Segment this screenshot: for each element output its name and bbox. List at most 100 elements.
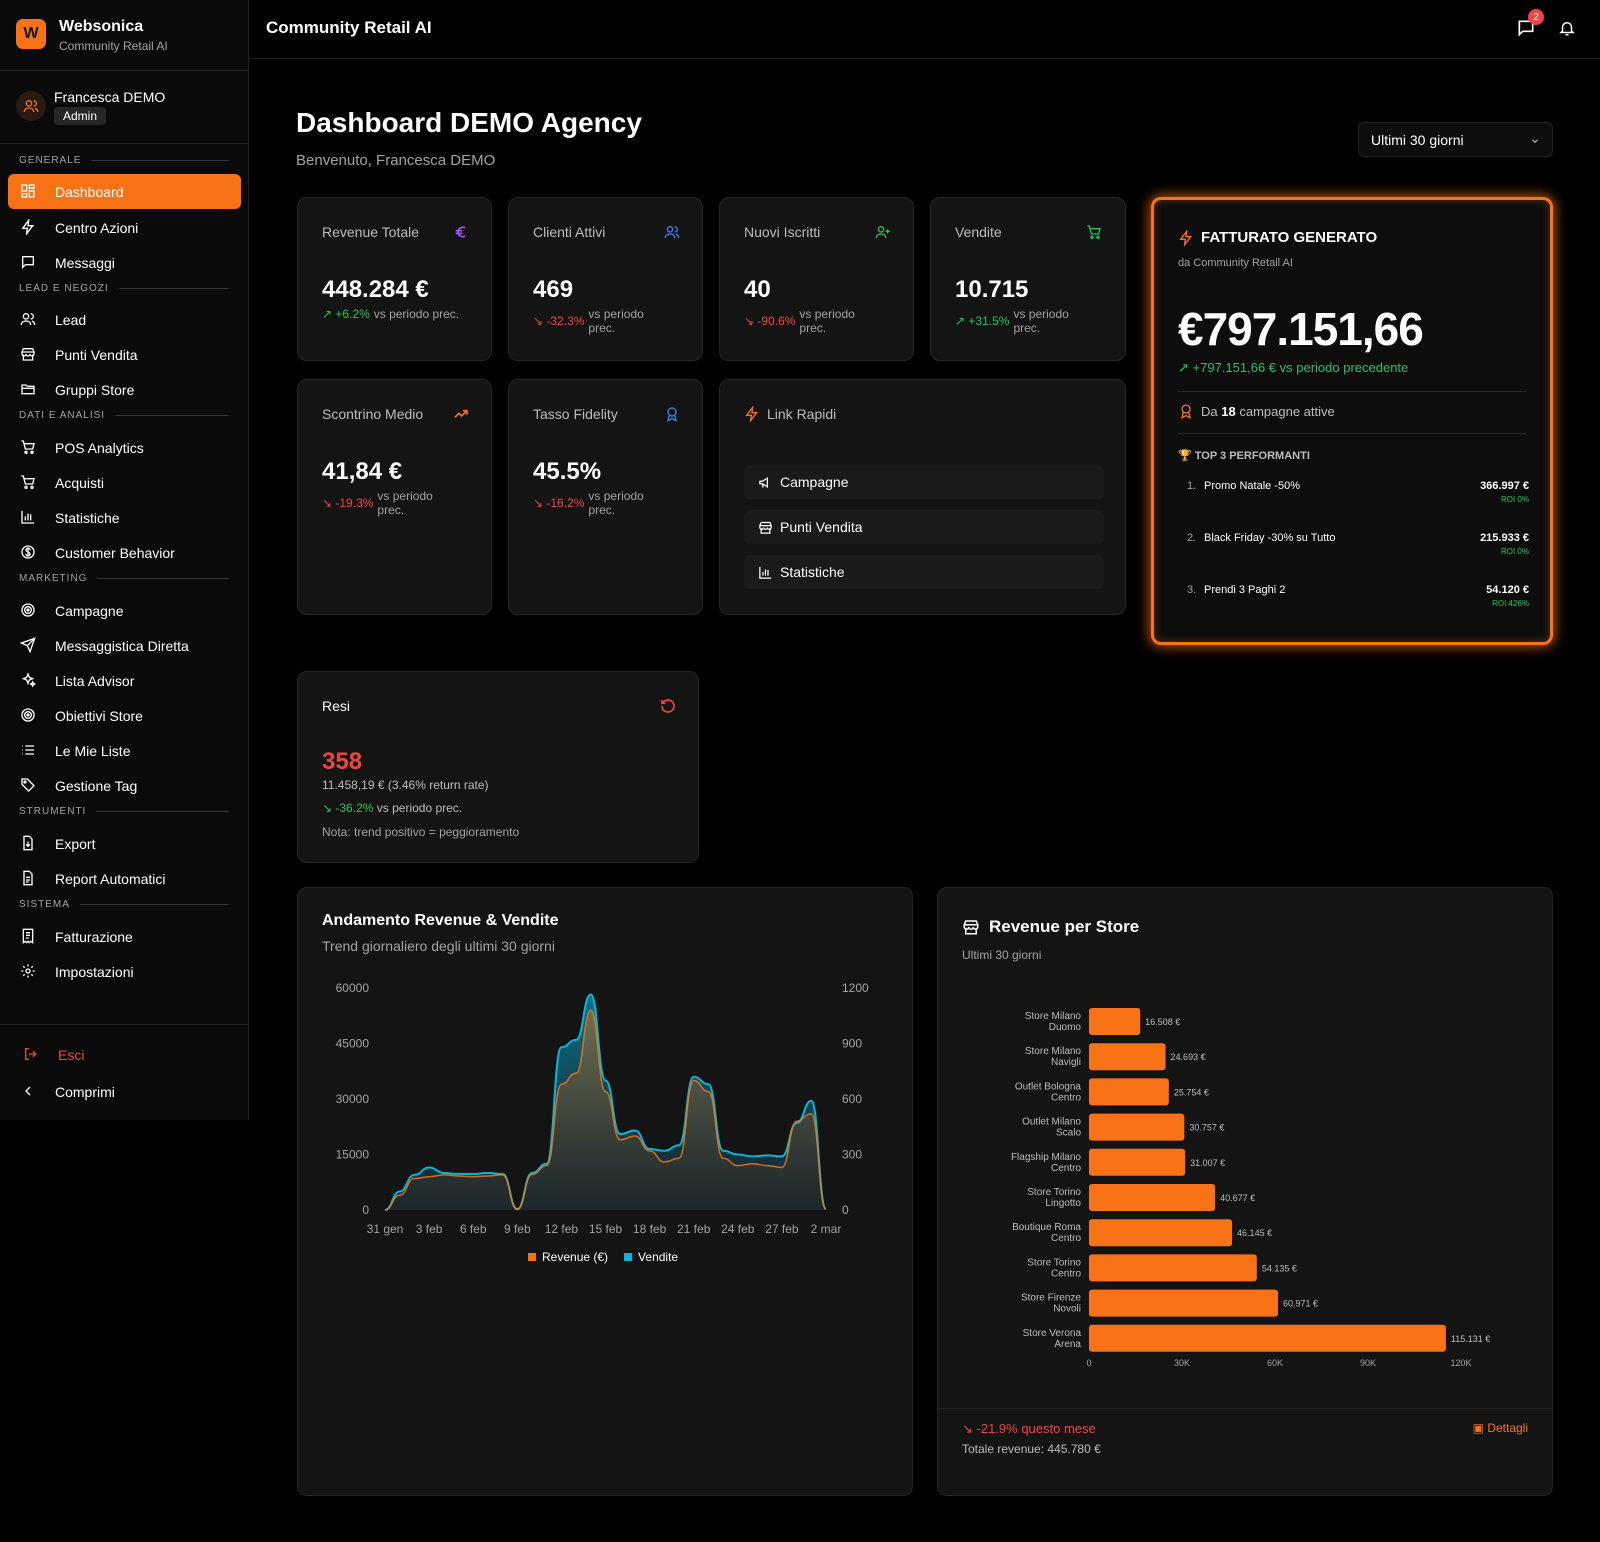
kpi-card-clienti[interactable]: Clienti Attivi 469 ↘ -32.3% vs periodo p… [508,197,703,361]
sidebar-item-label: Lista Advisor [55,672,135,689]
sidebar-item-label: Obiettivi Store [55,707,143,724]
resi-card[interactable]: Resi 358 11.458,19 € (3.46% return rate)… [297,671,699,863]
store-bar[interactable] [1089,1008,1141,1035]
store-category-label: Centro [1051,1163,1081,1174]
store-bar-value-label: 60.971 € [1283,1299,1318,1309]
top-performer-row[interactable]: 1. Promo Natale -50% 366.997 € ROI 0% [1187,480,1529,504]
kpi-card-fidelity[interactable]: Tasso Fidelity 45.5% ↘ -16.2% vs periodo… [508,379,703,615]
sidebar-item-customer-behavior[interactable]: Customer Behavior [8,535,241,570]
store-category-label: Flagship Milano [1011,1152,1081,1163]
collapse-button[interactable]: Comprimi [8,1074,241,1109]
kpi-delta-label: vs periodo prec. [588,307,644,335]
kpi-delta-value: ↗ +6.2% [322,307,370,321]
sidebar-item-obiettivi-store[interactable]: Obiettivi Store [8,698,241,733]
sidebar-item-le-mie-liste[interactable]: Le Mie Liste [8,733,241,768]
store-bar[interactable] [1089,1254,1257,1282]
store-category-label: Store Torino [1027,1257,1081,1268]
sidebar-item-report-automatici[interactable]: Report Automatici [8,861,241,896]
y-left-tick-label: 15000 [336,1148,370,1162]
store-category-label: Centro [1051,1233,1081,1244]
x-tick-label: 30K [1174,1358,1190,1368]
user-name: Francesca DEMO [54,89,166,105]
sidebar-item-pos-analytics[interactable]: POS Analytics [8,430,241,465]
sidebar-item-messaggi[interactable]: Messaggi [8,245,241,280]
refresh-icon [661,699,675,713]
kpi-card-revenue[interactable]: Revenue Totale 448.284 € ↗ +6.2% vs peri… [297,197,492,361]
sidebar-item-fatturazione[interactable]: Fatturazione [8,919,241,954]
folder-icon [21,384,35,395]
sidebar-item-lead[interactable]: Lead [8,302,241,337]
sidebar-item-punti-vendita[interactable]: Punti Vendita [8,337,241,372]
sidebar-item-impostazioni[interactable]: Impostazioni [8,954,241,989]
kpi-card-iscritti[interactable]: Nuovi Iscritti 40 ↘ -90.6% vs periodo pr… [719,197,914,361]
store-category-label: Store Verona [1023,1328,1082,1339]
x-tick-label: 15 feb [589,1222,623,1236]
sidebar-item-label: Punti Vendita [55,346,138,363]
store-bar[interactable] [1089,1078,1169,1106]
x-tick-label: 27 feb [765,1222,799,1236]
fatturato-card: FATTURATO GENERATO da Community Retail A… [1151,197,1553,645]
sidebar-footer [0,1024,249,1025]
sidebar-item-lista-advisor[interactable]: Lista Advisor [8,663,241,698]
divider [1178,433,1526,434]
store-bar-value-label: 46.145 € [1237,1228,1272,1238]
store-category-label: Novoli [1053,1304,1081,1315]
store-bar[interactable] [1089,1219,1233,1247]
sidebar-item-campagne[interactable]: Campagne [8,593,241,628]
x-tick-label: 9 feb [504,1222,531,1236]
resi-detail: 11.458,19 € (3.46% return rate) [322,778,489,792]
store-category-label: Store Milano [1025,1046,1082,1057]
topbar: Community Retail AI 2 [250,0,1600,59]
sidebar-item-export[interactable]: Export [8,826,241,861]
store-bar[interactable] [1089,1324,1446,1352]
quick-link-campagne[interactable]: Campagne [744,465,1104,499]
kpi-delta-label: vs periodo prec. [799,307,855,335]
kpi-card-scontrino[interactable]: Scontrino Medio 41,84 € ↘ -19.3% vs peri… [297,379,492,615]
store-bar[interactable] [1089,1184,1216,1211]
sidebar-item-gestione-tag[interactable]: Gestione Tag [8,768,241,803]
user-panel[interactable]: Francesca DEMO Admin [0,71,249,144]
period-value: Ultimi 30 giorni [1371,132,1464,148]
store-bar[interactable] [1089,1148,1186,1176]
store-bar-value-label: 24.693 € [1171,1052,1206,1062]
logout-label: Esci [58,1046,85,1063]
store-bar[interactable] [1089,1043,1166,1071]
kpi-delta-value: ↘ -16.2% [533,496,585,510]
store-category-label: Boutique Roma [1012,1222,1081,1233]
sidebar-item-statistiche[interactable]: Statistiche [8,500,241,535]
store-chart-card: Revenue per Store Ultimi 30 giorni 16.50… [937,887,1553,1496]
sidebar-item-gruppi-store[interactable]: Gruppi Store [8,372,241,407]
logout-button[interactable]: Esci [8,1037,241,1072]
details-link[interactable]: ▣ Dettagli [1472,1421,1528,1435]
section-marketing: MARKETING [19,573,229,584]
rank: 2. [1187,532,1197,544]
top-performers-title: 🏆 TOP 3 PERFORMANTI [1178,450,1310,462]
sidebar-item-messaggistica-diretta[interactable]: Messaggistica Diretta [8,628,241,663]
legend-item-revenue[interactable]: Revenue (€) [528,1250,608,1264]
sidebar-item-centro-azioni[interactable]: Centro Azioni [8,210,241,245]
sidebar-item-acquisti[interactable]: Acquisti [8,465,241,500]
section-dati-analisi: DATI E ANALISI [19,410,229,421]
x-tick-label: 60K [1267,1358,1283,1368]
top-performer-row[interactable]: 2. Black Friday -30% su Tutto 215.933 € … [1187,532,1529,556]
resi-note: Nota: trend positivo = peggioramento [322,825,520,839]
trend-chart-card: Andamento Revenue & Vendite Trend giorna… [297,887,913,1496]
quick-link-statistiche[interactable]: Statistiche [744,555,1104,589]
bell-icon[interactable] [1558,19,1576,37]
brand-name: Websonica [59,18,144,35]
quick-link-punti-vendita[interactable]: Punti Vendita [744,510,1104,544]
store-icon [759,521,772,534]
brand-logo[interactable]: W [16,19,46,49]
sidebar-item-dashboard[interactable]: Dashboard [8,174,241,209]
campaign-name: Black Friday -30% su Tutto [1204,532,1336,544]
store-bar[interactable] [1089,1113,1185,1141]
store-category-label: Duomo [1049,1022,1082,1033]
kpi-card-vendite[interactable]: Vendite 10.715 ↗ +31.5% vs periodo prec. [930,197,1126,361]
period-select[interactable]: Ultimi 30 giorni [1358,122,1553,157]
store-delta: ↘ -21.9% questo mese [962,1421,1096,1436]
store-bar[interactable] [1089,1289,1279,1317]
award-icon [667,407,677,422]
legend-item-vendite[interactable]: Vendite [624,1250,678,1264]
campaign-name: Promo Natale -50% [1204,480,1300,492]
top-performer-row[interactable]: 3. Prendi 3 Paghi 2 54.120 € ROI 426% [1187,584,1529,608]
